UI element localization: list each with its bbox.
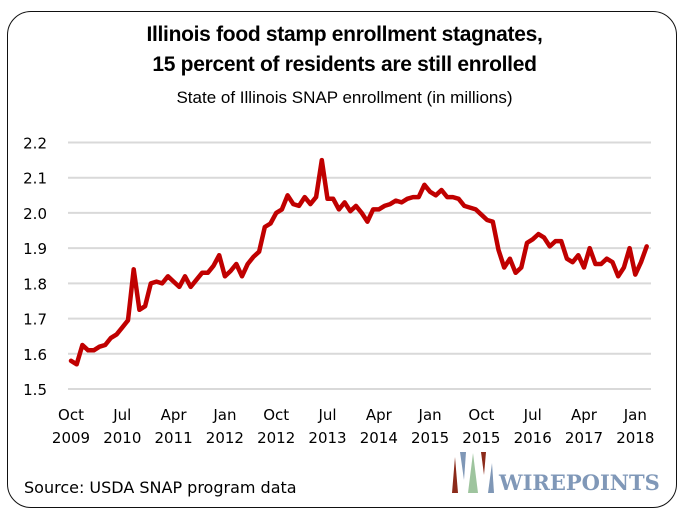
logo-bar-1 [452, 457, 458, 493]
chart-subtitle: State of Illinois SNAP enrollment (in mi… [176, 88, 513, 107]
y-axis-ticks: 1.5 1.6 1.7 1.8 1.9 2.0 2.1 2.2 [23, 135, 47, 400]
x-tick-label-month: Apr [571, 406, 598, 424]
wirepoints-logo-icon [452, 452, 494, 493]
x-tick-label-year: 2016 [514, 429, 552, 447]
x-tick-label-month: Apr [161, 406, 188, 424]
logo-bar-3 [468, 453, 478, 493]
y-tick-label: 1.6 [23, 346, 47, 364]
y-tick-label: 2.1 [23, 170, 47, 188]
chart-frame [7, 11, 677, 508]
x-tick-label-year: 2011 [155, 429, 193, 447]
x-tick-label-month: Jan [623, 406, 647, 424]
x-tick-label-year: 2018 [616, 429, 654, 447]
x-tick-label-year: 2015 [462, 429, 500, 447]
x-tick-label-year: 2009 [52, 429, 90, 447]
x-tick-label-month: Oct [263, 406, 289, 424]
logo-bar-4 [481, 452, 486, 475]
chart-title-line2: 15 percent of residents are still enroll… [152, 53, 537, 76]
x-tick-label-year: 2017 [565, 429, 603, 447]
logo-bar-2 [460, 452, 466, 480]
gridlines [68, 141, 651, 390]
wirepoints-logo-text: WIREPOINTS [499, 470, 660, 495]
series-line [68, 157, 649, 367]
x-tick-label-year: 2014 [360, 429, 398, 447]
x-tick-label-year: 2012 [257, 429, 295, 447]
x-tick-label-month: Jan [418, 406, 442, 424]
y-tick-label: 1.7 [23, 311, 47, 329]
x-tick-label-year: 2015 [411, 429, 449, 447]
y-tick-label: 2.0 [23, 205, 47, 223]
x-tick-label-month: Jul [523, 406, 542, 424]
x-tick-label-month: Oct [468, 406, 494, 424]
x-tick-label-month: Jul [112, 406, 131, 424]
x-tick-label-year: 2010 [103, 429, 141, 447]
y-tick-label: 2.2 [23, 135, 47, 153]
x-tick-label-month: Apr [366, 406, 393, 424]
y-tick-label: 1.8 [23, 275, 47, 293]
y-tick-label: 1.5 [23, 381, 47, 399]
logo-bar-5 [488, 463, 494, 493]
x-tick-label-month: Jul [317, 406, 336, 424]
data-series [68, 157, 649, 367]
chart-title: Illinois food stamp enrollment stagnates… [146, 23, 543, 46]
x-tick-label-year: 2012 [206, 429, 244, 447]
x-tick-label-month: Oct [58, 406, 84, 424]
y-tick-label: 1.9 [23, 240, 47, 258]
x-tick-label-month: Jan [212, 406, 236, 424]
x-axis-ticks: Oct 2009 Jul 2010 Apr 2011 Jan 2012 Oct 2012 Jul 20… [52, 406, 654, 447]
x-tick-label-year: 2013 [308, 429, 346, 447]
source-note: Source: USDA SNAP program data [24, 478, 297, 497]
